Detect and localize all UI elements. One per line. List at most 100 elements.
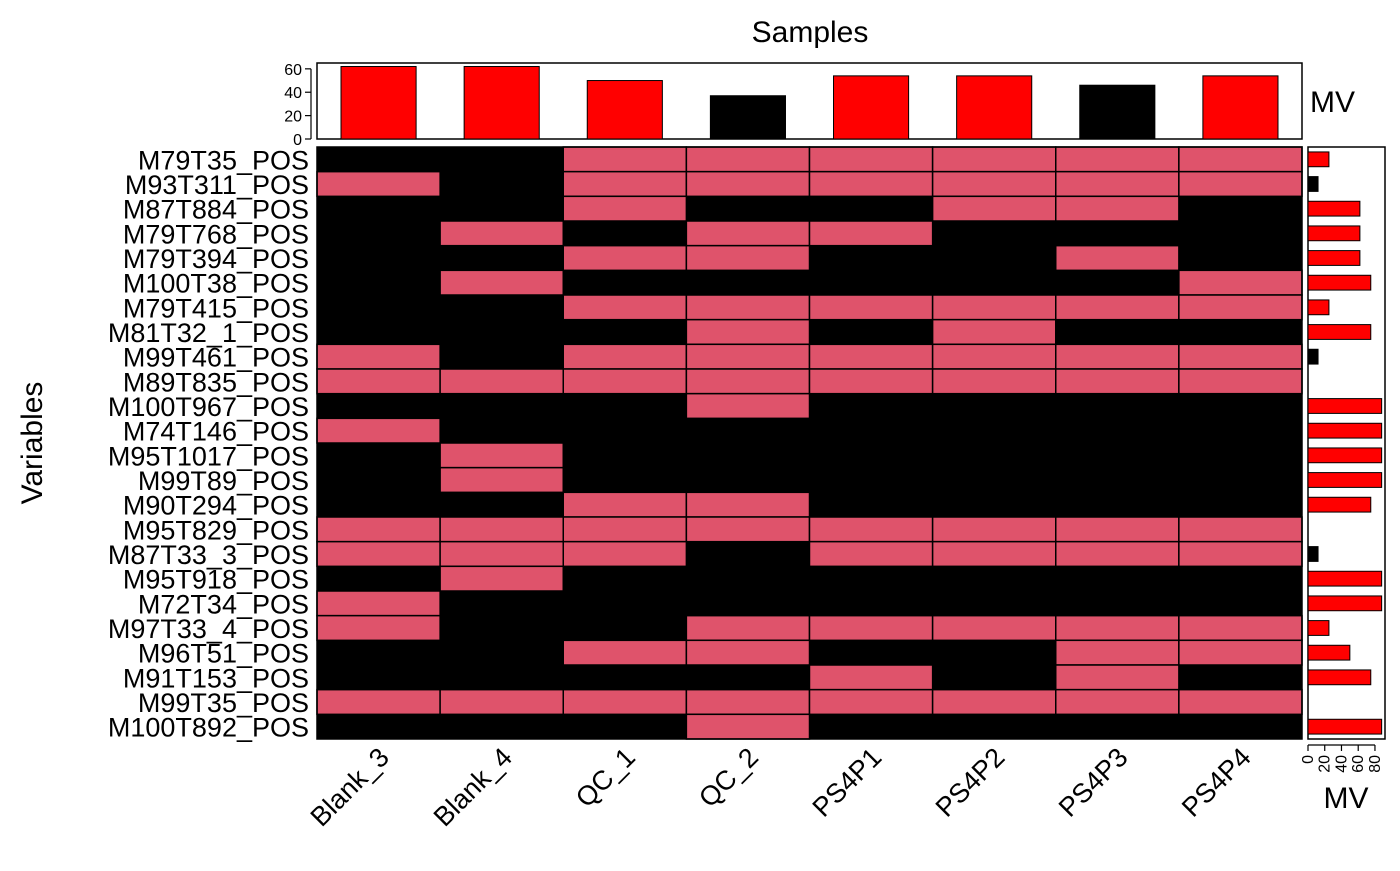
heatmap-cell: [439, 442, 564, 469]
heatmap-cell: [685, 343, 811, 370]
variable-mv-bar: [1307, 546, 1319, 562]
heatmap-cell: [439, 466, 564, 494]
heatmap-cell: [316, 688, 441, 716]
variable-mv-bar: [1307, 496, 1372, 513]
heatmap-cell: [931, 146, 1057, 173]
heatmap-cell: [931, 170, 1057, 198]
heatmap-cell: [808, 664, 934, 691]
heatmap-cell: [808, 220, 934, 247]
heatmap-cell: [685, 170, 811, 198]
sample-label: PS4P2: [930, 742, 1011, 823]
sample-mv-bar: [709, 95, 786, 140]
variable-mv-bar: [1307, 348, 1319, 365]
heatmap-cell: [1055, 614, 1180, 642]
variable-mv-bar: [1307, 447, 1383, 464]
variable-mv-bar: [1307, 422, 1383, 439]
variable-label: M100T892_POS: [108, 713, 309, 743]
variable-label: M95T1017_POS: [108, 441, 309, 471]
variable-label: M99T35_POS: [138, 688, 309, 718]
variable-label: M97T33_4_POS: [108, 614, 309, 644]
heatmap-cell: [1055, 664, 1180, 691]
heatmap-cell: [439, 516, 564, 543]
heatmap-cell: [931, 294, 1057, 321]
heatmap-cell: [808, 368, 934, 395]
heatmap-cell: [439, 540, 564, 568]
top-bar-tick-label: 60: [284, 62, 302, 79]
variable-mv-bar: [1307, 299, 1330, 316]
heatmap-cell: [931, 516, 1057, 543]
heatmap-cell: [808, 688, 934, 716]
sample-label: QC_1: [570, 742, 641, 813]
heatmap-cell: [685, 368, 811, 395]
side-bar-tick-label: 60: [1350, 755, 1367, 773]
heatmap-cell: [562, 368, 688, 395]
heatmap-cell: [316, 170, 441, 198]
variable-label: M96T51_POS: [138, 639, 309, 669]
heatmap-cell: [1055, 195, 1180, 222]
side-bar-tick-label: 80: [1367, 755, 1384, 773]
heatmap-cell: [1055, 639, 1180, 666]
sample-label: PS4P3: [1053, 742, 1134, 823]
sample-label: PS4P1: [807, 742, 888, 823]
variable-label: M100T38_POS: [123, 269, 309, 299]
heatmap-cell: [1178, 639, 1303, 666]
heatmap-cell: [439, 688, 564, 716]
heatmap-cell: [316, 540, 441, 568]
heatmap-cell: [685, 491, 811, 518]
variable-label: M91T153_POS: [123, 663, 309, 693]
variable-mv-bar: [1307, 274, 1372, 291]
heatmap-cell: [562, 294, 688, 321]
heatmap-cell: [931, 540, 1057, 568]
side-bar-tick-label: 40: [1333, 755, 1350, 773]
side-bar-tick-label: 0: [1300, 755, 1317, 764]
heatmap-cell: [1178, 294, 1303, 321]
heatmap-cell: [562, 244, 688, 272]
side-bar-frame: [1307, 146, 1386, 740]
variable-mv-bar: [1307, 644, 1351, 661]
top-bar-label: MV: [1310, 86, 1355, 119]
variable-mv-bar: [1307, 620, 1330, 636]
heatmap-cell: [931, 318, 1057, 346]
variable-mv-bar: [1307, 398, 1383, 414]
sample-label: QC_2: [693, 742, 764, 813]
heatmap-cell: [931, 614, 1057, 642]
variable-mv-bar: [1307, 225, 1361, 242]
variable-label: M93T311_POS: [125, 170, 309, 200]
variable-label: M99T461_POS: [123, 343, 309, 373]
side-bar-label: MV: [1324, 782, 1369, 815]
top-bar-tick-label: 40: [284, 85, 302, 102]
heatmap-cell: [931, 343, 1057, 370]
variable-mv-bar: [1307, 595, 1383, 612]
heatmap-cell: [316, 343, 441, 370]
heatmap-cell: [1055, 244, 1180, 272]
sample-mv-bar: [1079, 84, 1156, 140]
variable-label: M100T967_POS: [108, 392, 309, 422]
variable-label: M89T835_POS: [123, 367, 309, 397]
top-bar-tick-label: 0: [293, 132, 302, 149]
heatmap-cell: [1055, 146, 1180, 173]
heatmap-cell: [439, 368, 564, 395]
variable-label: M79T35_POS: [138, 145, 309, 175]
heatmap-cell: [1178, 614, 1303, 642]
variable-label: M87T33_3_POS: [108, 540, 309, 570]
heatmap-cell: [316, 590, 441, 617]
variable-mv-bar: [1307, 200, 1361, 217]
variable-mv-bar: [1307, 472, 1383, 488]
heatmap-cell: [1178, 146, 1303, 173]
variable-label: M79T768_POS: [123, 219, 309, 249]
heatmap-cell: [931, 688, 1057, 716]
side-bar-panel: 0 20 40 60 80: [1300, 146, 1386, 773]
heatmap-cell: [1055, 540, 1180, 568]
heatmap-cell: [1178, 516, 1303, 543]
side-bar-tick-label: 20: [1317, 755, 1334, 773]
heatmap-cell: [1178, 269, 1303, 296]
heatmap-cell: [1178, 688, 1303, 716]
heatmap-cell: [1178, 170, 1303, 198]
heatmap-cell: [1178, 368, 1303, 395]
variable-label: M95T829_POS: [123, 515, 309, 545]
heatmap-cell: [685, 294, 811, 321]
heatmap-cell: [808, 540, 934, 568]
heatmap-cell: [562, 639, 688, 666]
heatmap-cell: [562, 491, 688, 518]
